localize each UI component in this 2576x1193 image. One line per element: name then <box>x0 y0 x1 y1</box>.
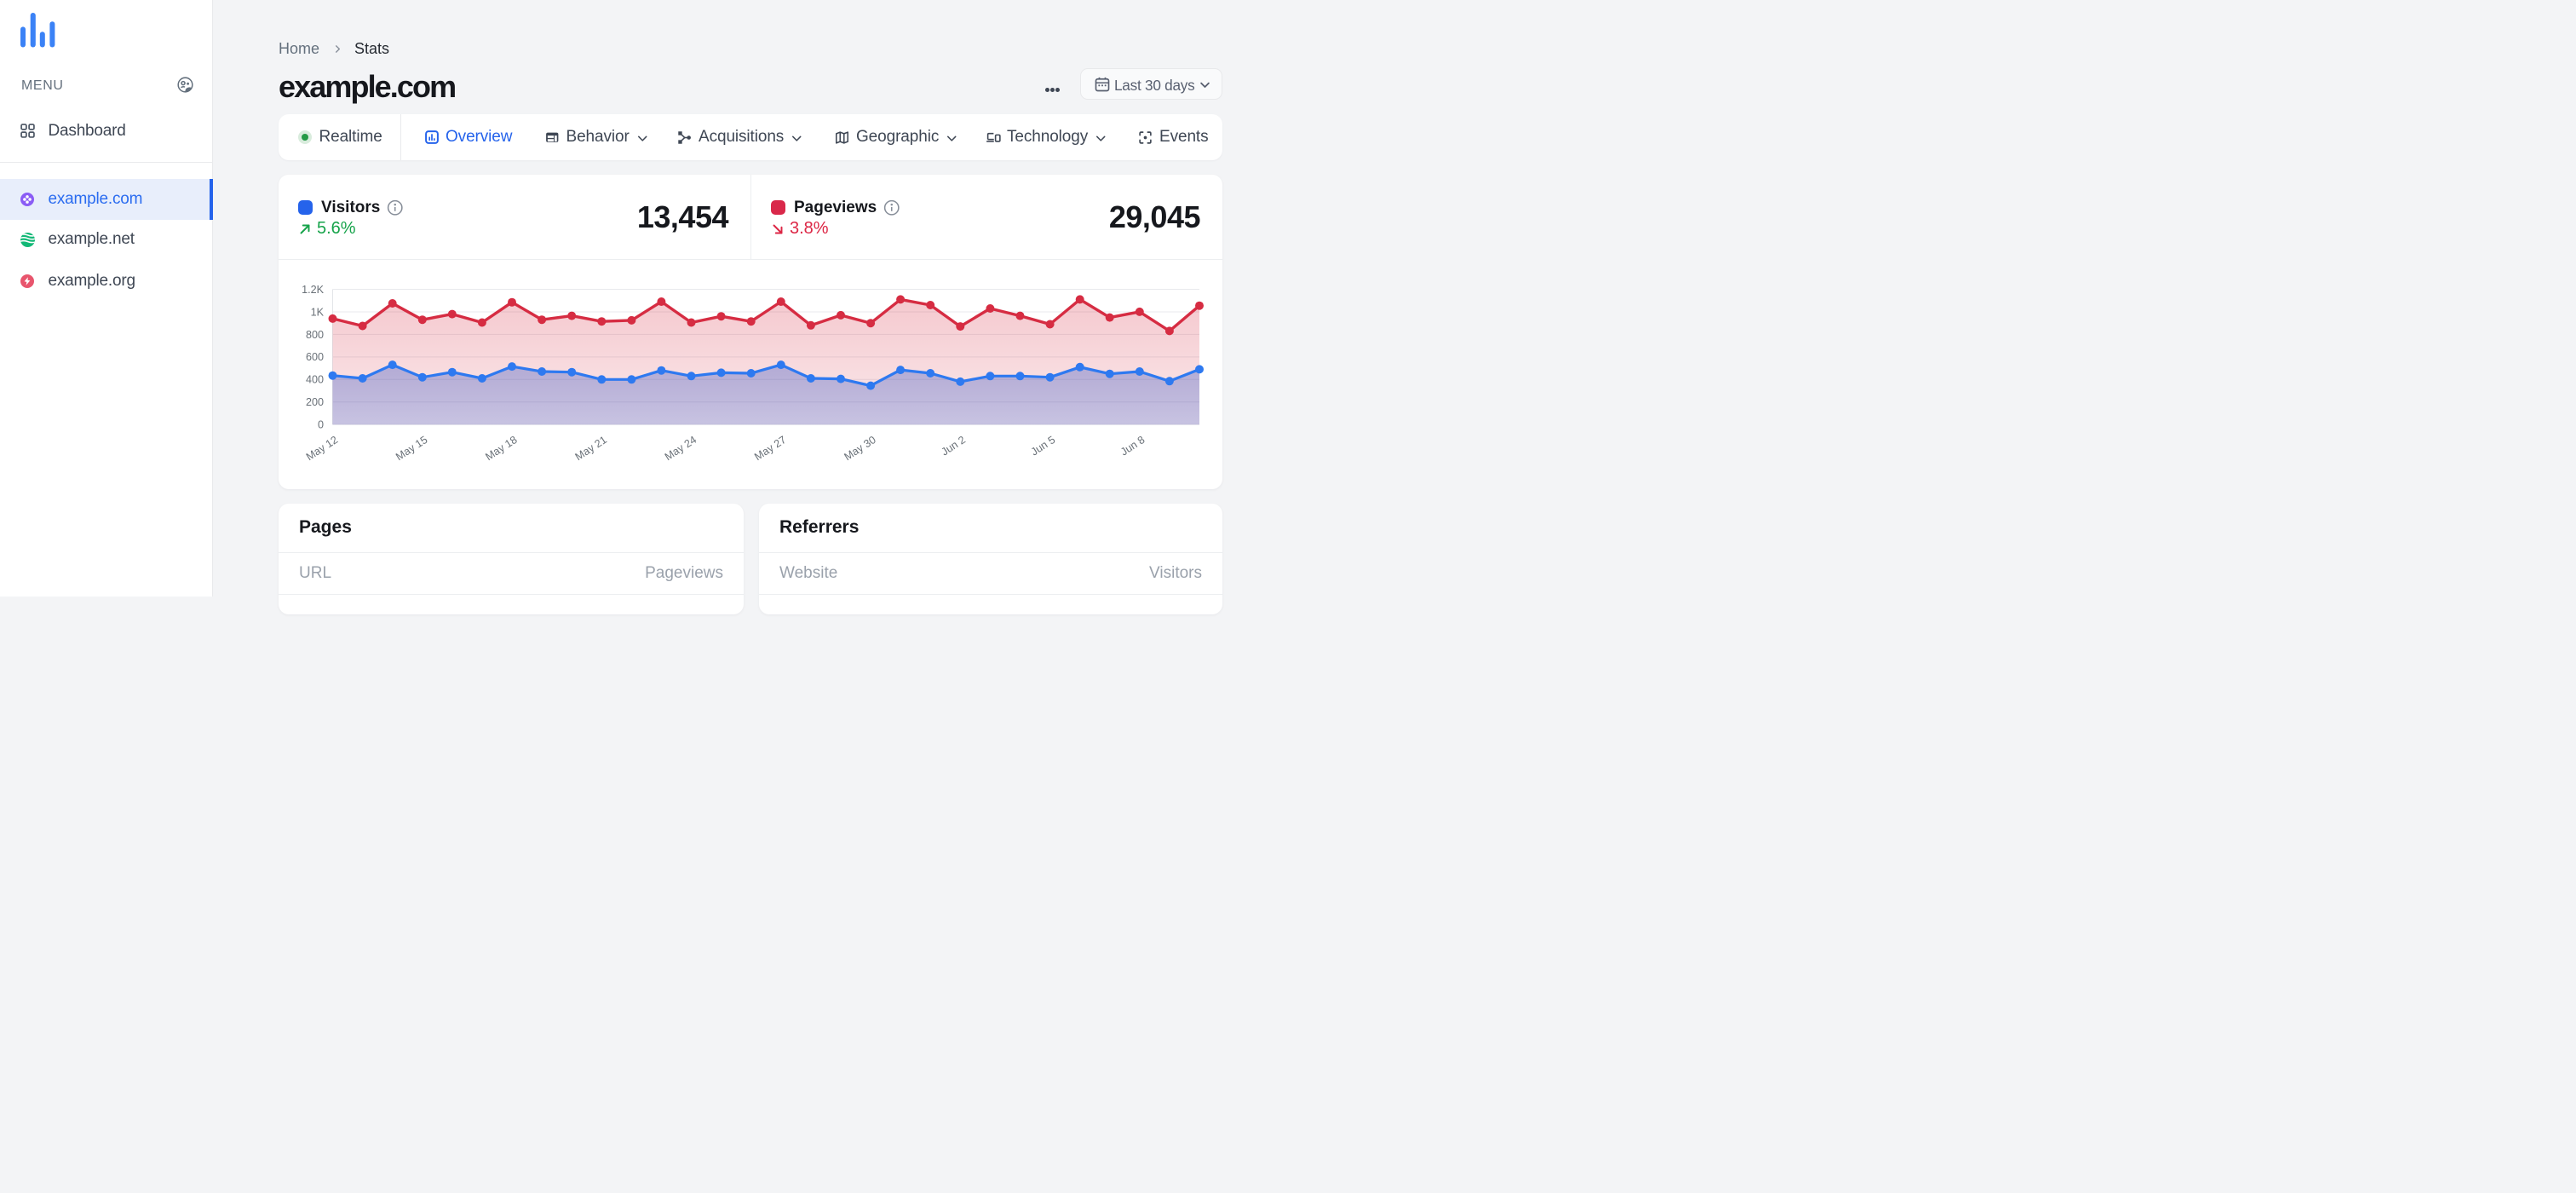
svg-text:400: 400 <box>306 374 324 386</box>
svg-text:1K: 1K <box>311 306 325 318</box>
svg-text:1.2K: 1.2K <box>302 284 325 296</box>
svg-text:May 12: May 12 <box>304 434 340 463</box>
svg-text:Jun 2: Jun 2 <box>939 434 967 458</box>
svg-text:May 21: May 21 <box>573 434 609 463</box>
svg-text:May 18: May 18 <box>483 434 519 463</box>
svg-text:May 30: May 30 <box>842 434 877 463</box>
svg-text:0: 0 <box>318 419 324 431</box>
svg-text:May 27: May 27 <box>752 434 788 463</box>
svg-text:600: 600 <box>306 351 324 363</box>
svg-text:May 24: May 24 <box>663 434 699 463</box>
svg-text:200: 200 <box>306 396 324 408</box>
svg-text:May 15: May 15 <box>394 434 429 463</box>
svg-text:Jun 8: Jun 8 <box>1118 434 1147 458</box>
svg-text:Jun 5: Jun 5 <box>1029 434 1057 458</box>
svg-text:800: 800 <box>306 329 324 341</box>
